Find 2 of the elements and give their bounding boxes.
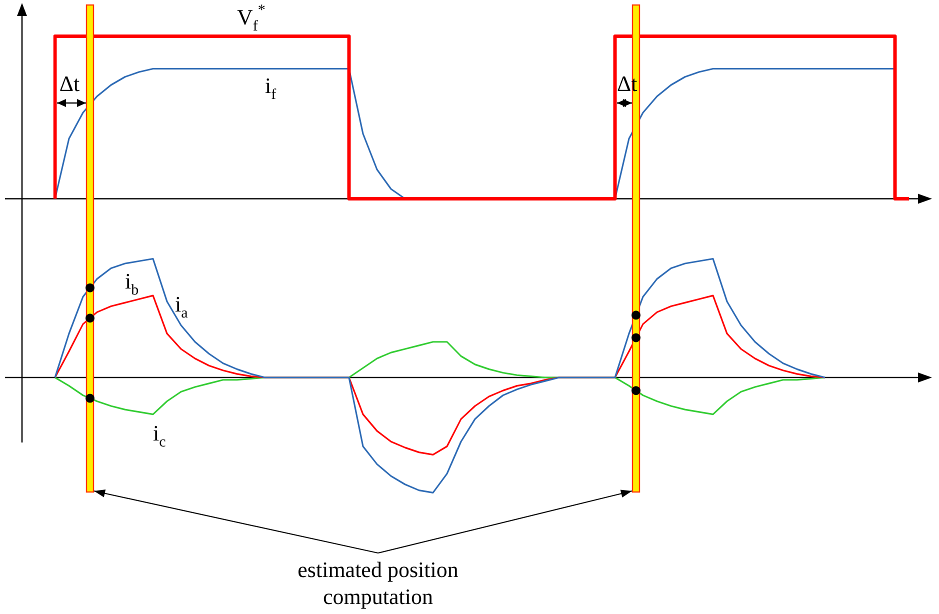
text: estimated position computation <box>296 556 460 610</box>
annotation: Δt <box>58 71 81 96</box>
